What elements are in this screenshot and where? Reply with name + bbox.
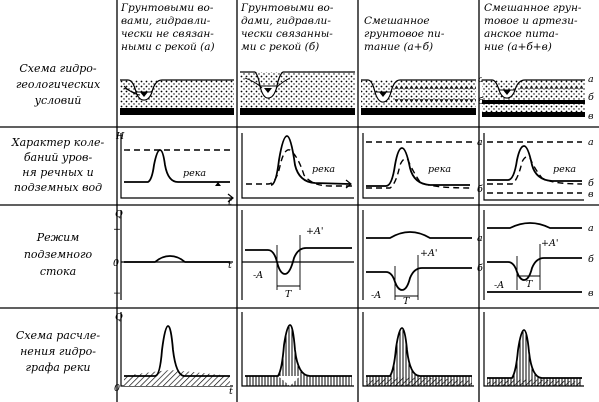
levels-a-axis-h: H: [115, 131, 125, 142]
hydrograph-a-axis-t: t: [229, 386, 233, 397]
column-abv-line-3: анское пита-: [484, 28, 559, 40]
levels-b-river-label: река: [312, 164, 335, 175]
hydrograph-a-zero: 0: [114, 383, 120, 394]
column-header-ab: Смешанное грунтовое пи- тание (а+б): [364, 15, 445, 53]
regime-plot-a: Q + 0 − t: [113, 209, 233, 300]
regime-a-zero: 0: [113, 258, 119, 269]
scheme-abv-mark-b: б: [588, 92, 594, 103]
regime-b-minus-a: -A: [253, 270, 263, 281]
row-3-line-1: Режим: [36, 231, 80, 244]
levels-plot-ab: река а б: [362, 133, 483, 199]
regime-abv-mark-a: а: [588, 223, 594, 234]
row-2-line-3: ня речных и: [22, 166, 93, 179]
column-header-a: Грунтовыми во- вами, гидравли- чески не …: [120, 2, 215, 53]
column-b-line-2: дами, гидравли-: [241, 15, 331, 27]
geology-scheme-abv: а б в: [482, 72, 594, 122]
hydrograph-plot-ab: [362, 312, 474, 387]
regime-abv-minus-a: -A: [494, 280, 504, 291]
row-header-regime: Режим подземного стока: [24, 231, 93, 278]
regime-a-axis-q: Q: [115, 209, 123, 220]
row-header-levels: Характер коле- баний уров- ня речных и п…: [11, 136, 105, 194]
levels-abv-mark-b: б: [588, 178, 594, 189]
hydrograph-a-axis-q: Q: [115, 312, 123, 323]
column-abv-line-2: товое и артези-: [484, 15, 578, 27]
row-header-hydrograph: Схема расчле- нения гидро- графа реки: [16, 329, 100, 374]
column-abv-line-1: Смешанное грун-: [484, 2, 582, 14]
column-a-line-4: ными с рекой (а): [121, 41, 215, 53]
row-2-line-2: баний уров-: [24, 151, 93, 164]
regime-b-plus-a: +A': [306, 226, 323, 237]
regime-ab-minus-a: -A: [371, 290, 381, 301]
column-header-b: Грунтовыми во- дами, гидравли- чески свя…: [240, 2, 334, 53]
geology-scheme-ab: а б: [361, 72, 484, 115]
row-4-line-3: графа реки: [25, 361, 90, 374]
levels-abv-mark-a: а: [588, 137, 594, 148]
geology-scheme-b: [240, 71, 355, 115]
row-1-line-1: Схема гидро-: [19, 62, 97, 75]
regime-abv-plus-a: +A': [541, 238, 558, 249]
row-2-line-4: подземных вод: [14, 181, 102, 194]
regime-a-axis-t: t: [228, 260, 232, 271]
row-1-line-3: условий: [34, 94, 82, 107]
regime-a-minus: −: [113, 288, 121, 299]
regime-plot-ab: T -A +A' а б: [362, 210, 483, 307]
levels-ab-river-label: река: [428, 164, 451, 175]
column-header-abv: Смешанное грун- товое и артези- анское п…: [484, 2, 582, 53]
scheme-ab-mark-b: б: [478, 96, 484, 107]
row-4-line-1: Схема расчле-: [16, 329, 100, 342]
levels-abv-river-label: река: [553, 164, 576, 175]
column-b-line-1: Грунтовыми во-: [240, 2, 334, 14]
levels-plot-b: река: [241, 133, 354, 199]
geology-scheme-a: [120, 72, 234, 115]
regime-abv-period: T: [526, 279, 533, 290]
regime-plot-abv: T -A +A' а б в: [483, 210, 594, 300]
scheme-ab-mark-a: а: [478, 74, 484, 85]
scheme-abv-mark-v: в: [588, 111, 594, 122]
levels-ab-mark-b: б: [477, 184, 483, 195]
row-1-line-2: геологических: [16, 78, 101, 91]
column-b-line-3: чески связанны-: [241, 28, 333, 40]
column-a-line-3: чески не связан-: [121, 28, 214, 40]
row-3-line-3: стока: [40, 265, 76, 278]
regime-ab-period: T: [403, 296, 410, 307]
row-2-line-1: Характер коле-: [11, 136, 105, 149]
regime-abv-mark-v: в: [588, 288, 594, 299]
regime-plot-b: T -A +A': [241, 210, 354, 300]
hydrograph-plot-abv: [483, 312, 584, 387]
column-b-line-4: ми с рекой (б): [241, 41, 319, 53]
scheme-abv-mark-a: а: [588, 74, 594, 85]
regime-a-plus: +: [113, 224, 121, 235]
column-ab-line-2: грунтовое пи-: [364, 28, 445, 40]
levels-plot-abv: река а б в: [483, 133, 594, 201]
levels-ab-mark-a: а: [477, 137, 483, 148]
levels-plot-a: H t река: [115, 131, 234, 208]
row-4-line-2: нения гидро-: [20, 345, 96, 358]
hydrograph-plot-b: [241, 312, 354, 387]
column-ab-line-3: тание (а+б): [364, 41, 433, 53]
row-header-scheme: Схема гидро- геологических условий: [16, 62, 101, 107]
column-a-line-2: вами, гидравли-: [121, 15, 211, 27]
levels-a-axis-t: t: [228, 197, 232, 208]
regime-ab-mark-a: а: [477, 233, 483, 244]
levels-abv-mark-v: в: [588, 189, 594, 200]
column-ab-line-1: Смешанное: [364, 15, 430, 27]
regime-ab-mark-b: б: [477, 263, 483, 274]
column-a-line-1: Грунтовыми во-: [120, 2, 214, 14]
regime-ab-plus-a: +A': [420, 248, 437, 259]
row-3-line-2: подземного: [24, 248, 93, 261]
regime-b-period: T: [285, 289, 292, 300]
column-abv-line-4: ние (а+б+в): [484, 41, 552, 53]
regime-abv-mark-b: б: [588, 254, 594, 265]
hydrograph-plot-a: Q 0 t: [114, 312, 233, 397]
levels-a-river-label: река: [183, 168, 206, 179]
